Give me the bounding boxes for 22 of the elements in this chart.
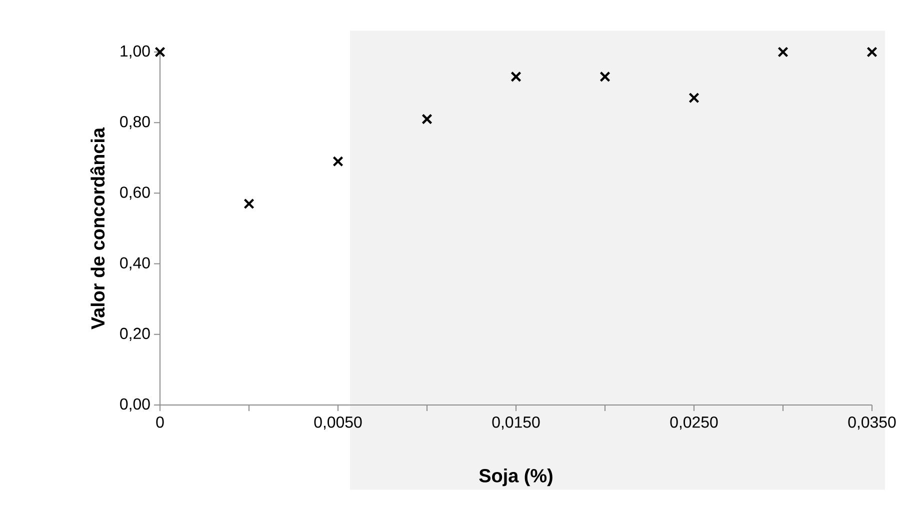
x-tick-label: 0,0250 [670, 416, 718, 430]
y-tick-label: 0,00 [120, 398, 150, 412]
y-tick-label: 0,80 [120, 116, 150, 130]
y-axis-title: Valor de concordância [90, 127, 105, 330]
y-tick-label: 0,40 [120, 257, 150, 270]
x-tick-label: 0,0050 [314, 416, 362, 430]
y-tick-label: 0,20 [120, 328, 150, 341]
point [688, 92, 700, 104]
y-tick-label: 0,60 [120, 186, 150, 200]
point [866, 46, 878, 58]
y-tick-label: 1,00 [120, 45, 150, 59]
point [778, 46, 788, 58]
point [600, 71, 610, 82]
point [422, 114, 432, 124]
x-tick-label: 0,0150 [492, 416, 540, 430]
x-tick-label: 0 [156, 416, 164, 428]
point [244, 198, 254, 210]
x-tick-label: 0,0350 [848, 416, 896, 430]
point [332, 156, 344, 167]
point [154, 46, 166, 58]
point [510, 71, 522, 82]
x-axis-title: Soja (%) [479, 468, 552, 486]
